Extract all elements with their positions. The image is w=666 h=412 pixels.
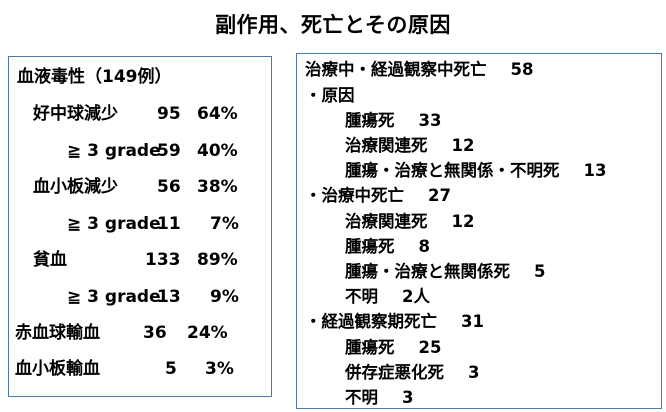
line-text: ・治療中死亡: [305, 186, 404, 205]
line-value: 8: [418, 237, 430, 256]
deaths-total-line: 治療中・経過観察中死亡 58: [305, 60, 533, 80]
toxicity-label: 貧血: [33, 250, 67, 270]
toxicity-percent: 7%: [210, 214, 239, 234]
toxicity-count: 56: [157, 177, 181, 197]
cause-line: 治療関連死 12: [345, 136, 474, 156]
line-text: 併存症悪化死: [345, 363, 444, 382]
toxicity-label: 赤血球輸血: [15, 323, 100, 343]
line-value: 3: [402, 388, 414, 407]
line-text: 不明: [345, 287, 378, 306]
line-text: 治療中・経過観察中死亡: [305, 60, 487, 79]
cause-line: 腫瘍死 8: [345, 237, 430, 257]
line-text: 腫瘍死: [345, 111, 395, 130]
toxicity-row: 好中球減少 95 64%: [33, 104, 273, 124]
line-value: 27: [428, 186, 451, 205]
line-value: 31: [461, 312, 484, 331]
toxicity-label: 血小板減少: [33, 177, 118, 197]
toxicity-row: 赤血球輸血 36 24%: [15, 323, 265, 343]
toxicity-label: 血小板輸血: [15, 359, 100, 379]
toxicity-count: 13: [157, 287, 181, 307]
toxicity-count: 133: [145, 250, 181, 270]
toxicity-row: ≧ 3 grade 11 7%: [33, 214, 273, 234]
line-text: 治療関連死: [345, 136, 428, 155]
cause-line: 不明 3: [345, 388, 413, 408]
line-text: 治療関連死: [345, 212, 428, 231]
toxicity-count: 36: [143, 323, 167, 343]
line-text: ・原因: [305, 86, 355, 105]
line-value: 12: [451, 212, 475, 231]
toxicity-row: ≧ 3 grade 13 9%: [33, 287, 273, 307]
toxicity-row: 血小板輸血 5 3%: [15, 359, 265, 379]
toxicity-label: 好中球減少: [33, 104, 118, 124]
toxicity-percent: 3%: [205, 359, 234, 379]
line-value: 25: [418, 338, 442, 357]
toxicity-label: ≧ 3 grade: [67, 214, 161, 234]
section-heading-follow-up-deaths: ・経過観察期死亡 31: [305, 312, 484, 332]
cause-line: 併存症悪化死 3: [345, 363, 479, 383]
line-text: 腫瘍・治療と無関係・不明死: [345, 161, 560, 180]
toxicity-percent: 9%: [210, 287, 239, 307]
cause-line: 治療関連死 12: [345, 212, 474, 232]
toxicity-row: 貧血 133 89%: [33, 250, 273, 270]
line-text: 腫瘍死: [345, 338, 395, 357]
cause-line: 腫瘍・治療と無関係・不明死 13: [345, 161, 606, 181]
line-text: 腫瘍死: [345, 237, 395, 256]
section-heading-causes: ・原因: [305, 86, 355, 106]
toxicity-count: 95: [157, 104, 181, 124]
toxicity-row: ≧ 3 grade 59 40%: [33, 141, 273, 161]
hematologic-toxicity-panel: 血液毒性（149例） 好中球減少 95 64% ≧ 3 grade 59 40%…: [8, 56, 272, 397]
panel-heading: 血液毒性（149例）: [17, 67, 172, 87]
toxicity-row: 血小板減少 56 38%: [33, 177, 273, 197]
cause-line: 腫瘍死 33: [345, 111, 441, 131]
toxicity-count: 59: [157, 141, 181, 161]
cause-line: 不明 2人: [345, 287, 430, 307]
toxicity-percent: 40%: [197, 141, 238, 161]
toxicity-percent: 38%: [197, 177, 238, 197]
toxicity-label: ≧ 3 grade: [67, 141, 161, 161]
line-text: 腫瘍・治療と無関係死: [345, 262, 510, 281]
line-value: 12: [451, 136, 475, 155]
deaths-and-causes-panel: 治療中・経過観察中死亡 58 ・原因 腫瘍死 33 治療関連死 12 腫瘍・治療と無関…: [296, 53, 662, 409]
section-heading-on-treatment-deaths: ・治療中死亡 27: [305, 186, 451, 206]
toxicity-percent: 64%: [197, 104, 238, 124]
line-value: 33: [418, 111, 442, 130]
line-value: 5: [534, 262, 546, 281]
line-value: 13: [583, 161, 607, 180]
slide-title: 副作用、死亡とその原因: [215, 13, 451, 37]
line-text: 不明: [345, 388, 378, 407]
cause-line: 腫瘍・治療と無関係死 5: [345, 262, 545, 282]
cause-line: 腫瘍死 25: [345, 338, 441, 358]
toxicity-percent: 89%: [197, 250, 238, 270]
toxicity-label: ≧ 3 grade: [67, 287, 161, 307]
toxicity-count: 5: [165, 359, 177, 379]
line-text: ・経過観察期死亡: [305, 312, 437, 331]
line-value: 3: [468, 363, 480, 382]
toxicity-percent: 24%: [187, 323, 228, 343]
line-value: 2人: [402, 287, 430, 306]
toxicity-count: 11: [157, 214, 181, 234]
line-value: 58: [510, 60, 534, 79]
